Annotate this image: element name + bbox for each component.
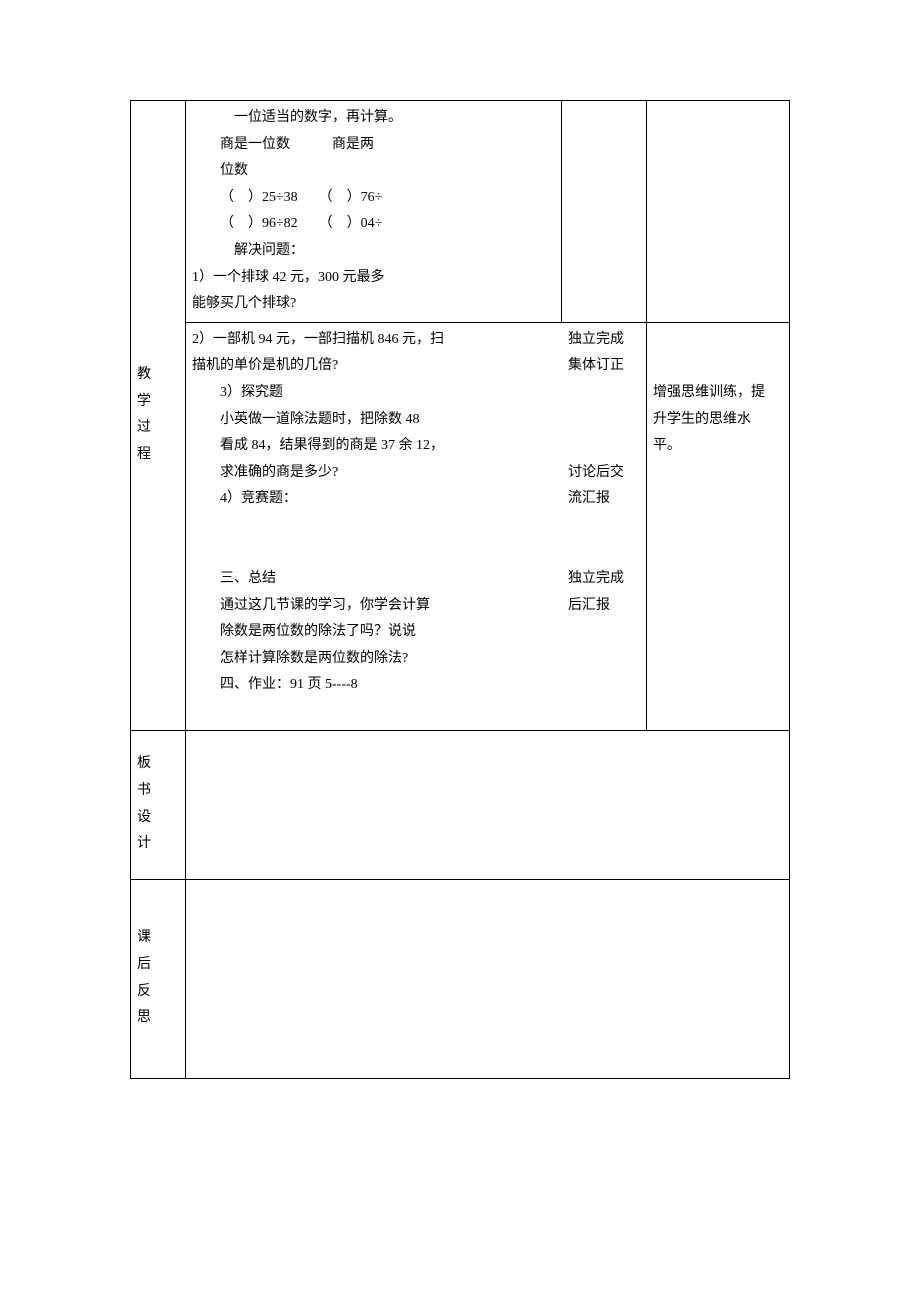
label-cell-board: 板 书 设 计 (131, 730, 186, 879)
content-line: 能够买几个排球? (192, 291, 555, 318)
activity-line (568, 513, 640, 540)
content-line: 求准确的商是多少? (192, 460, 562, 487)
content-line (192, 540, 562, 567)
content-line: 除数是两位数的除法了吗？说说 (192, 619, 562, 646)
note-cell (647, 101, 790, 323)
content-line: 一位适当的数字，再计算。 (192, 105, 555, 132)
label-char: 课 (137, 925, 151, 952)
content-line: 4）竞赛题： (192, 486, 562, 513)
activity-line (568, 380, 640, 407)
content-line: 描机的单价是机的几倍? (192, 353, 562, 380)
label-char: 板 (137, 751, 151, 778)
table-row: 板 书 设 计 (131, 730, 790, 879)
content-line: 通过这几节课的学习，你学会计算 (192, 593, 562, 620)
content-line: 三、总结 (192, 566, 562, 593)
table-row: 课 后 反 思 (131, 879, 790, 1078)
content-line: 解决问题： (192, 238, 555, 265)
note-line (653, 353, 783, 380)
content-line: 1）一个排球 42 元，300 元最多 (192, 265, 555, 292)
label-char: 过 (137, 415, 151, 442)
content-line: 怎样计算除数是两位数的除法? (192, 646, 562, 673)
note-cell: 增强思维训练，提 升学生的思维水 平。 (647, 322, 790, 730)
label-char: 教 (137, 362, 151, 389)
content-line: 商是一位数 商是两 (192, 132, 555, 159)
activity-line (568, 540, 640, 567)
content-line: 3）探究题 (192, 380, 562, 407)
note-line: 增强思维训练，提 (653, 380, 783, 407)
inner-layout: 2）一部机 94 元，一部扫描机 846 元，扫 描机的单价是机的几倍? 3）探… (192, 327, 640, 726)
inner-content: 2）一部机 94 元，一部扫描机 846 元，扫 描机的单价是机的几倍? 3）探… (192, 327, 562, 726)
activity-line: 讨论后交 (568, 460, 640, 487)
activity-cell (562, 101, 647, 323)
content-line: 2）一部机 94 元，一部扫描机 846 元，扫 (192, 327, 562, 354)
content-line: 四、作业：91 页 5----8 (192, 672, 562, 699)
label-char: 思 (137, 1005, 151, 1032)
label-vert: 课 后 反 思 (137, 884, 179, 1074)
content-cell: 一位适当的数字，再计算。 商是一位数 商是两 位数 （ ）25÷38 （ ）76… (186, 101, 562, 323)
label-char: 学 (137, 389, 151, 416)
label-char: 反 (137, 979, 151, 1006)
lesson-plan-table: 教 学 过 程 一位适当的数字，再计算。 商是一位数 商是两 位数 （ ）25÷… (130, 100, 790, 1079)
activity-line: 独立完成 (568, 327, 640, 354)
content-line (192, 699, 562, 726)
label-cell-reflection: 课 后 反 思 (131, 879, 186, 1078)
label-cell-process: 教 学 过 程 (131, 101, 186, 731)
activity-line: 集体订正 (568, 353, 640, 380)
activity-line: 独立完成 (568, 566, 640, 593)
note-line (653, 327, 783, 354)
activity-line: 流汇报 (568, 486, 640, 513)
note-line: 平。 (653, 433, 783, 460)
note-line: 升学生的思维水 (653, 407, 783, 434)
label-char: 后 (137, 952, 151, 979)
activity-line: 后汇报 (568, 593, 640, 620)
content-line (192, 513, 562, 540)
label-vert: 教 学 过 程 (137, 362, 179, 468)
content-cell: 2）一部机 94 元，一部扫描机 846 元，扫 描机的单价是机的几倍? 3）探… (186, 322, 647, 730)
table-row: 2）一部机 94 元，一部扫描机 846 元，扫 描机的单价是机的几倍? 3）探… (131, 322, 790, 730)
inner-activity: 独立完成 集体订正 讨论后交 流汇报 独立完成 后汇报 (562, 327, 640, 726)
label-char: 书 (137, 778, 151, 805)
label-vert: 板 书 设 计 (137, 735, 179, 875)
content-line: 看成 84，结果得到的商是 37 余 12， (192, 433, 562, 460)
empty-cell (186, 879, 790, 1078)
label-char: 计 (137, 831, 151, 858)
content-line: 小英做一道除法题时，把除数 48 (192, 407, 562, 434)
content-line: 位数 (192, 158, 555, 185)
content-line: （ ）25÷38 （ ）76÷ (192, 185, 555, 212)
activity-line (568, 407, 640, 434)
table-row: 教 学 过 程 一位适当的数字，再计算。 商是一位数 商是两 位数 （ ）25÷… (131, 101, 790, 323)
label-char: 程 (137, 442, 151, 469)
activity-line (568, 433, 640, 460)
empty-cell (186, 730, 790, 879)
content-line: （ ）96÷82 （ ）04÷ (192, 211, 555, 238)
label-char: 设 (137, 805, 151, 832)
